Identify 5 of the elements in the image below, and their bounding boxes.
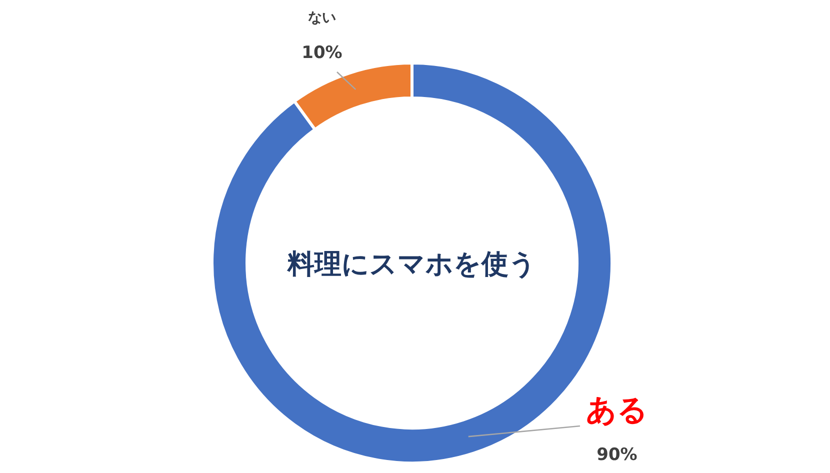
text: 料理にスマホを使う (286, 249, 536, 280)
data-label: 10% (302, 43, 342, 63)
data-label: 90% (596, 445, 638, 465)
slice-label: ない (308, 10, 336, 26)
slice-label: ある (586, 393, 648, 428)
